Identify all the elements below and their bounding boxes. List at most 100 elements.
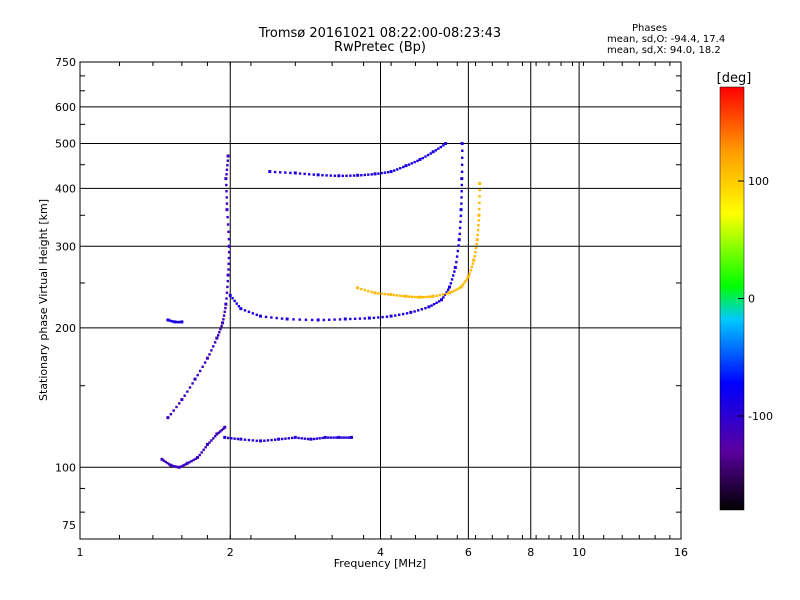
data-point (227, 230, 230, 234)
data-point (227, 237, 231, 241)
data-point (222, 314, 226, 317)
data-point (177, 465, 181, 469)
data-point (475, 242, 478, 246)
y-tick-label: 200 (55, 322, 76, 335)
data-point (431, 294, 435, 298)
data-point (466, 275, 470, 279)
data-point (326, 436, 330, 439)
data-point (460, 190, 463, 193)
data-point (413, 160, 416, 164)
data-point (213, 435, 217, 438)
data-point (208, 353, 211, 356)
data-point (306, 437, 310, 441)
data-point (210, 349, 213, 352)
data-point (233, 437, 236, 440)
data-point (459, 208, 463, 212)
data-point (227, 256, 231, 260)
data-point (381, 315, 384, 319)
data-point (198, 453, 201, 457)
data-point (227, 244, 231, 248)
data-point (470, 265, 474, 269)
data-point (194, 457, 197, 461)
data-point (349, 174, 352, 177)
data-point (225, 291, 229, 294)
data-point (218, 331, 221, 334)
data-point (178, 402, 181, 405)
data-point (341, 174, 344, 178)
data-point (370, 290, 373, 294)
data-point (226, 223, 230, 226)
x-tick-label: 16 (674, 546, 688, 559)
y-tick-label: 750 (55, 56, 76, 69)
data-point (212, 345, 215, 348)
data-point (325, 174, 328, 177)
data-point (356, 286, 360, 290)
data-point (321, 436, 324, 440)
data-point (456, 249, 460, 253)
data-point (333, 318, 336, 321)
data-point (350, 435, 354, 439)
data-point (298, 172, 302, 175)
data-point (292, 318, 295, 321)
data-point (455, 260, 458, 264)
data-point (421, 156, 425, 160)
data-point (478, 201, 481, 204)
data-point (226, 279, 230, 283)
data-point (476, 228, 480, 232)
data-point (358, 317, 362, 320)
data-point (345, 436, 348, 439)
data-point (188, 386, 192, 389)
data-point (171, 320, 174, 323)
data-point (402, 294, 405, 298)
data-point (175, 405, 178, 409)
data-point (204, 446, 207, 449)
data-point (453, 265, 457, 269)
data-point (445, 291, 448, 294)
data-point (230, 437, 233, 440)
data-point (226, 273, 230, 277)
data-point (222, 318, 225, 321)
data-point (284, 171, 287, 174)
data-point (183, 463, 186, 467)
data-point (316, 173, 320, 177)
x-tick-label: 1 (77, 546, 84, 559)
data-point (308, 173, 311, 176)
data-point (363, 288, 367, 292)
data-point (280, 317, 284, 320)
data-point (169, 413, 173, 416)
data-point (275, 316, 278, 320)
data-point (477, 224, 480, 227)
data-point (190, 459, 193, 463)
data-point (460, 177, 464, 181)
data-point (225, 173, 228, 176)
data-point (440, 298, 444, 302)
data-point (472, 258, 476, 262)
data-point (450, 278, 454, 281)
data-point (176, 320, 180, 324)
data-point (449, 282, 453, 285)
data-point (405, 312, 409, 315)
data-point (396, 168, 399, 171)
data-point (458, 232, 461, 236)
data-point (212, 437, 215, 440)
data-point (227, 251, 231, 254)
data-point (367, 289, 370, 293)
data-point (360, 287, 363, 291)
data-point (213, 341, 217, 344)
data-point (237, 305, 241, 308)
data-point (460, 163, 464, 166)
data-point (224, 177, 228, 181)
data-point (460, 183, 464, 187)
data-point (455, 255, 459, 258)
data-point (293, 171, 297, 175)
data-point (418, 295, 422, 299)
data-point (290, 436, 294, 440)
data-point (251, 312, 255, 315)
data-point (420, 308, 424, 311)
data-point (464, 279, 467, 283)
data-point (385, 315, 389, 318)
data-point (460, 202, 463, 205)
data-point (370, 173, 373, 176)
data-point (255, 313, 259, 317)
data-point (329, 174, 332, 177)
